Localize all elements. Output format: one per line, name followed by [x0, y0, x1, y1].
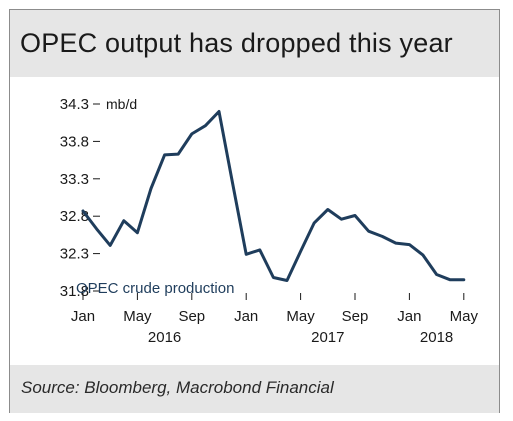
y-tick-label: 32.3 [60, 246, 89, 263]
opec-production-line [81, 110, 466, 282]
source-note: Source: Bloomberg, Macrobond Financial [21, 378, 334, 397]
x-tick-label: Jan [71, 308, 95, 325]
chart-panel: OPEC output has dropped this year 34.3 33… [9, 9, 500, 413]
y-tick-label: 32.8 [60, 208, 89, 225]
x-tick-label: Sep [342, 308, 369, 325]
x-year-label: 2016 [148, 329, 181, 346]
x-tick-label: Jan [234, 308, 258, 325]
x-year-label: 2018 [420, 329, 453, 346]
x-tick-label: May [286, 308, 315, 325]
y-tick-label: 34.3 [60, 96, 89, 113]
x-tick-label: Sep [178, 308, 205, 325]
x-tick-label: May [450, 308, 479, 325]
x-tick-label: May [123, 308, 152, 325]
chart-header: OPEC output has dropped this year [10, 10, 499, 77]
y-tick-label: 33.8 [60, 133, 89, 150]
y-tick-label: 33.3 [60, 171, 89, 188]
y-tick-label: 31.8 [60, 283, 89, 300]
y-axis-unit-label: mb/d [106, 96, 137, 112]
series-label: OPEC crude production [76, 280, 234, 297]
x-year-label: 2017 [311, 329, 344, 346]
chart-footer: Source: Bloomberg, Macrobond Financial [10, 365, 499, 413]
line-chart: 34.3 33.8 33.3 32.8 32.3 31.8 mb/d Jan May Sep Jan… [60, 96, 479, 346]
x-tick-label: Jan [397, 308, 421, 325]
chart-title: OPEC output has dropped this year [20, 28, 453, 58]
